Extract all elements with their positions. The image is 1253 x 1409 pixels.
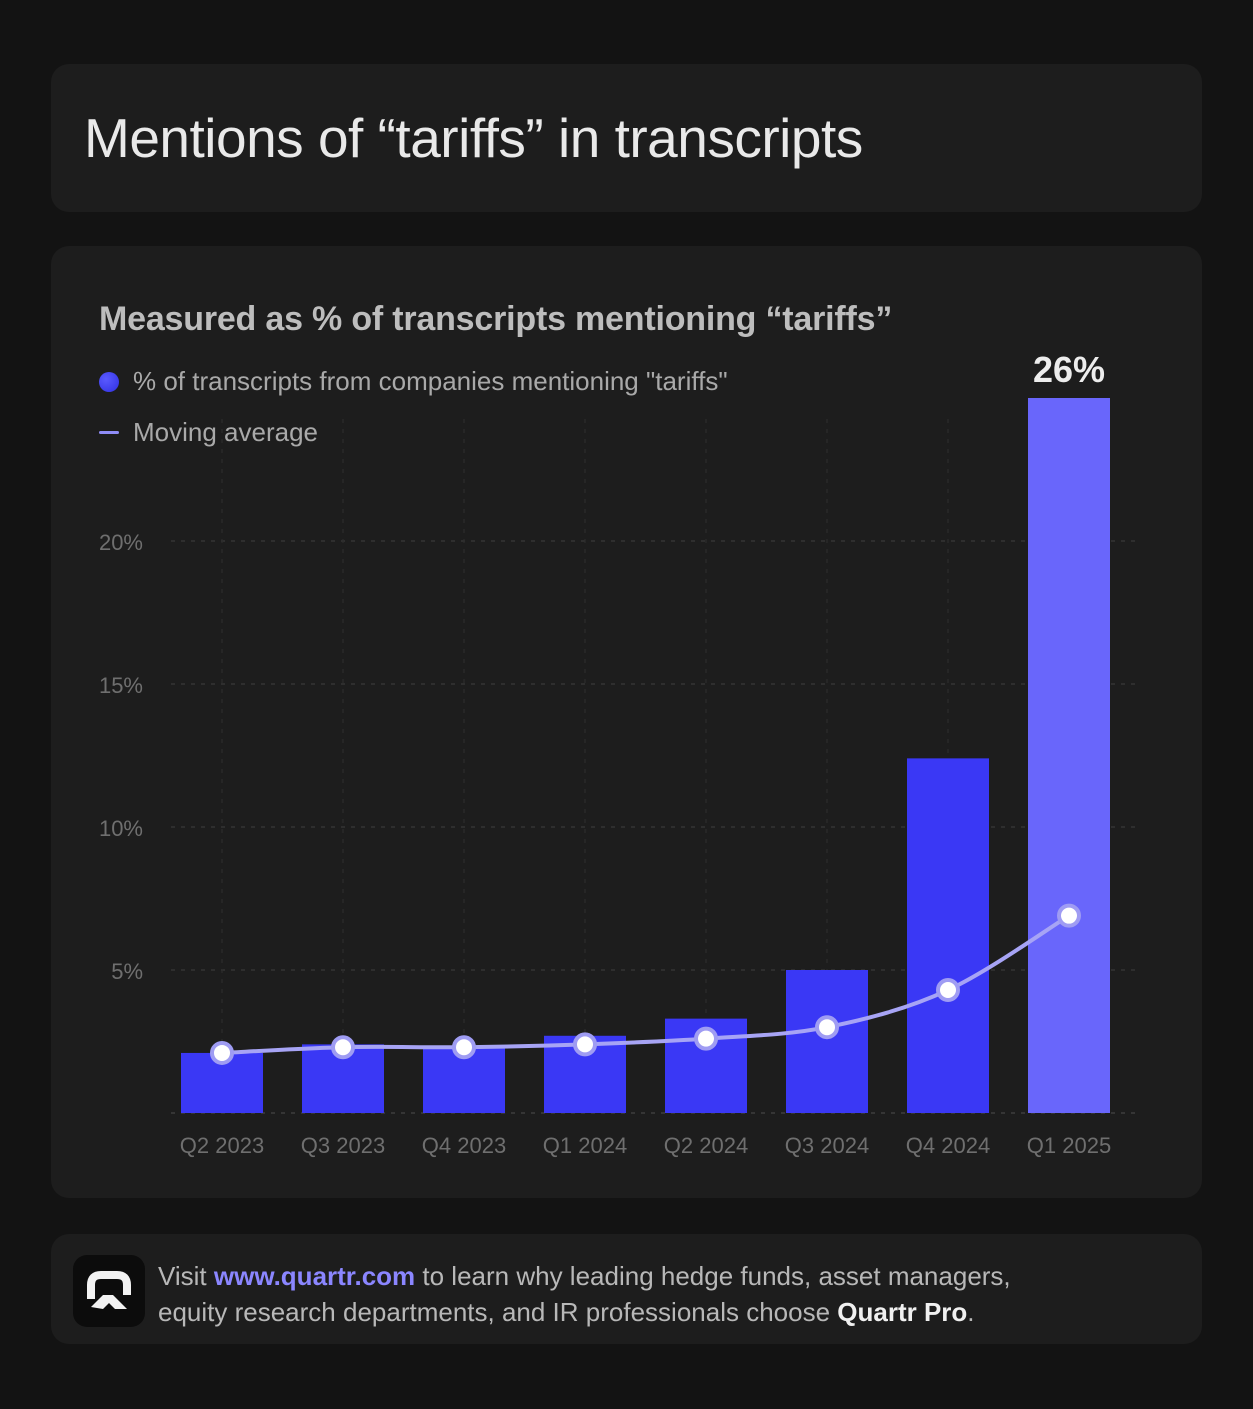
footer-text-after: to learn why leading hedge funds, asset …	[158, 1261, 1011, 1327]
x-tick-label: Q1 2025	[1027, 1133, 1111, 1158]
x-tick-label: Q2 2023	[180, 1133, 264, 1158]
bar	[786, 970, 868, 1113]
x-tick-label: Q4 2024	[906, 1133, 990, 1158]
moving-average-point	[331, 1035, 355, 1060]
footer-card: Visit www.quartr.com to learn why leadin…	[51, 1234, 1202, 1344]
chart-subtitle: Measured as % of transcripts mentioning …	[99, 300, 893, 338]
moving-average-point	[452, 1035, 476, 1060]
x-tick-label: Q4 2023	[422, 1133, 506, 1158]
moving-average-point	[694, 1026, 718, 1051]
footer-text-before: Visit	[158, 1261, 214, 1291]
grid	[171, 418, 1136, 1114]
y-tick-label: 5%	[111, 959, 143, 984]
legend-label-bars: % of transcripts from companies mentioni…	[133, 366, 728, 396]
page-title: Mentions of “tariffs” in transcripts	[84, 107, 863, 169]
bar	[1028, 398, 1110, 1113]
x-tick-label: Q1 2024	[543, 1133, 627, 1158]
y-tick-label: 20%	[99, 530, 143, 555]
title-card: Mentions of “tariffs” in transcripts	[51, 64, 1202, 212]
x-tick-label: Q3 2023	[301, 1133, 385, 1158]
footer-link[interactable]: www.quartr.com	[213, 1261, 416, 1291]
x-tick-label: Q2 2024	[664, 1133, 748, 1158]
chart-card: Measured as % of transcripts mentioning …	[51, 246, 1202, 1198]
footer-text: Visit www.quartr.com to learn why leadin…	[158, 1258, 1058, 1330]
quartr-logo-icon[interactable]	[73, 1255, 145, 1327]
y-tick-label: 15%	[99, 673, 143, 698]
legend-label-line: Moving average	[133, 417, 318, 447]
moving-average-point	[936, 978, 960, 1003]
x-tick-label: Q3 2024	[785, 1133, 869, 1158]
bar	[907, 758, 989, 1113]
legend-item-bars: % of transcripts from companies mentioni…	[99, 366, 728, 397]
moving-average-line	[221, 913, 1071, 1055]
moving-average-point	[1057, 903, 1081, 928]
legend-item-line: Moving average	[99, 417, 318, 448]
bar-chart: 5% 10% 15% 20% 26% Q2 2023 Q3 2023 Q4 2023 Q1 20…	[99, 349, 1136, 1158]
y-tick-label: 10%	[99, 816, 143, 841]
moving-average-point	[573, 1032, 597, 1057]
moving-average-point	[210, 1040, 234, 1065]
bar-value-label: 26%	[1033, 349, 1105, 390]
footer-brand: Quartr Pro	[837, 1297, 968, 1327]
legend-dot-icon	[99, 371, 119, 392]
moving-average-point	[815, 1015, 839, 1040]
footer-text-end: .	[967, 1297, 975, 1327]
legend-line-icon	[99, 431, 119, 434]
